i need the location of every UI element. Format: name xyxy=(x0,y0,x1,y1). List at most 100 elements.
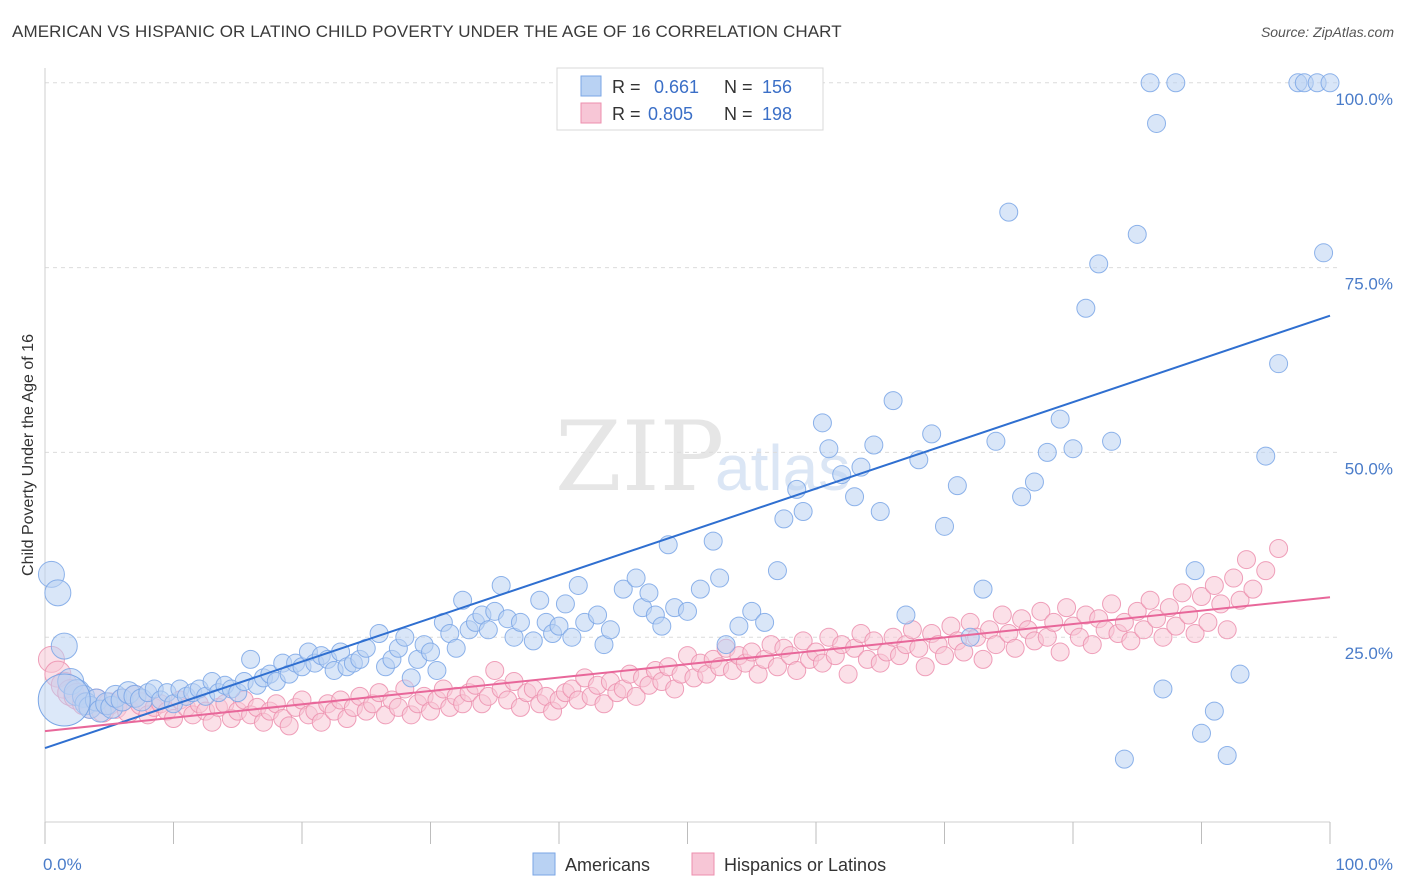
american-point-69 xyxy=(478,620,498,640)
american-point-123 xyxy=(999,202,1019,222)
hispanic-point-139 xyxy=(935,646,954,666)
hispanic-point-154 xyxy=(1031,601,1051,621)
hispanic-point-178 xyxy=(1185,624,1205,643)
hispanic-point-177 xyxy=(1179,605,1199,625)
american-point-137 xyxy=(1192,723,1211,743)
hispanic-point-136 xyxy=(915,657,935,677)
american-point-132 xyxy=(1127,224,1147,244)
hispanic-point-156 xyxy=(1044,612,1064,632)
hispanic-point-175 xyxy=(1166,616,1186,636)
hispanic-point-174 xyxy=(1159,598,1179,618)
american-point-110 xyxy=(845,487,865,507)
american-point-141 xyxy=(1269,354,1289,374)
chart-title: AMERICAN VS HISPANIC OR LATINO CHILD POV… xyxy=(12,22,842,41)
american-point-107 xyxy=(812,413,832,433)
legend-r-value-1: 0.661 xyxy=(654,77,699,97)
grid-lines xyxy=(45,82,1338,638)
american-point-118 xyxy=(935,516,954,536)
american-point-99 xyxy=(716,635,736,655)
american-point-138 xyxy=(1204,701,1224,721)
american-point-82 xyxy=(568,575,588,595)
hispanic-point-184 xyxy=(1224,568,1244,588)
american-point-133 xyxy=(1140,73,1160,93)
hispanic-point-117 xyxy=(793,631,813,651)
hispanic-point-181 xyxy=(1204,575,1224,595)
y-axis-label: Child Poverty Under the Age of 16 xyxy=(20,334,37,576)
hispanic-point-173 xyxy=(1153,627,1173,647)
american-point-103 xyxy=(767,561,787,581)
american-point-56 xyxy=(395,627,415,647)
american-point-115 xyxy=(896,605,916,625)
y-tick-label-1: 50.0% xyxy=(1345,459,1393,478)
american-point-146 xyxy=(1320,73,1340,93)
american-point-88 xyxy=(626,568,646,588)
watermark-zip: ZIP xyxy=(555,401,724,513)
x-tick-label-0: 0.0% xyxy=(43,855,82,874)
american-point-112 xyxy=(864,435,884,455)
american-cluster-bubble xyxy=(37,673,91,727)
hispanic-point-148 xyxy=(992,605,1012,625)
american-point-86 xyxy=(600,620,620,640)
hispanic-point-183 xyxy=(1217,620,1237,640)
legend-r-label-1: R = xyxy=(612,77,641,97)
american-point-61 xyxy=(427,660,447,680)
american-point-76 xyxy=(530,590,550,610)
american-point-128 xyxy=(1063,439,1083,459)
american-point-65 xyxy=(453,590,473,610)
y-tick-label-0: 25.0% xyxy=(1345,644,1393,663)
legend-n-label-1: N = xyxy=(724,77,753,97)
hispanic-point-37 xyxy=(279,716,299,736)
hispanic-point-42 xyxy=(311,712,331,732)
legend-bottom-swatch-americans xyxy=(532,852,556,876)
american-point-140 xyxy=(1256,446,1276,466)
american-point-101 xyxy=(742,601,762,621)
hispanic-point-147 xyxy=(986,635,1006,655)
american-point-60 xyxy=(421,642,440,662)
legend-n-value-2: 198 xyxy=(762,104,792,124)
american-point-57 xyxy=(401,668,421,688)
american-point-113 xyxy=(870,502,890,522)
hispanic-point-157 xyxy=(1050,642,1070,662)
american-point-126 xyxy=(1037,442,1057,462)
hispanic-point-186 xyxy=(1236,550,1256,570)
hispanic-point-165 xyxy=(1102,594,1122,614)
american-point-106 xyxy=(793,502,813,522)
american-point-120 xyxy=(960,627,980,647)
american-point-117 xyxy=(922,424,942,444)
american-point-92 xyxy=(652,616,672,636)
legend-r-value-2: 0.805 xyxy=(648,104,693,124)
hispanic-point-69 xyxy=(485,660,505,680)
tick-labels: 25.0% 50.0% 75.0% 100.0% 0.0% 100.0% xyxy=(43,90,1393,874)
hispanic-point-189 xyxy=(1269,538,1289,558)
american-point-122 xyxy=(986,431,1006,451)
hispanic-point-158 xyxy=(1057,598,1077,618)
legend-swatch-hispanics xyxy=(580,102,602,124)
legend-top: R = 0.661 N = 156 R = 0.805 N = 198 xyxy=(556,67,824,131)
legend-bottom-americans: Americans xyxy=(565,855,650,875)
american-point-102 xyxy=(755,612,775,632)
american-point-114 xyxy=(883,391,903,411)
hispanic-point-150 xyxy=(1005,638,1025,658)
american-point-121 xyxy=(973,579,993,599)
hispanic-point-145 xyxy=(973,649,993,669)
x-tick-label-1: 100.0% xyxy=(1335,855,1393,874)
american-point-95 xyxy=(678,601,697,621)
american-point-81 xyxy=(562,627,582,647)
american-point-84 xyxy=(588,605,608,625)
american-point-100 xyxy=(729,616,749,636)
american-point-80 xyxy=(555,594,575,614)
american-point-124 xyxy=(1012,487,1032,507)
american-point-74 xyxy=(510,612,530,632)
hispanic-trend-line xyxy=(44,596,1331,733)
y-tick-label-2: 75.0% xyxy=(1345,275,1393,294)
hispanic-point-185 xyxy=(1230,590,1250,610)
american-point-79 xyxy=(549,616,569,636)
source-label: Source: ZipAtlas.com xyxy=(1260,24,1394,40)
hispanic-point-170 xyxy=(1134,620,1154,640)
legend-bottom-hispanics: Hispanics or Latinos xyxy=(724,855,886,875)
trend-lines xyxy=(44,314,1331,750)
american-point-147 xyxy=(1114,749,1134,769)
hispanic-point-187 xyxy=(1243,579,1263,599)
american-point-90 xyxy=(639,583,659,603)
